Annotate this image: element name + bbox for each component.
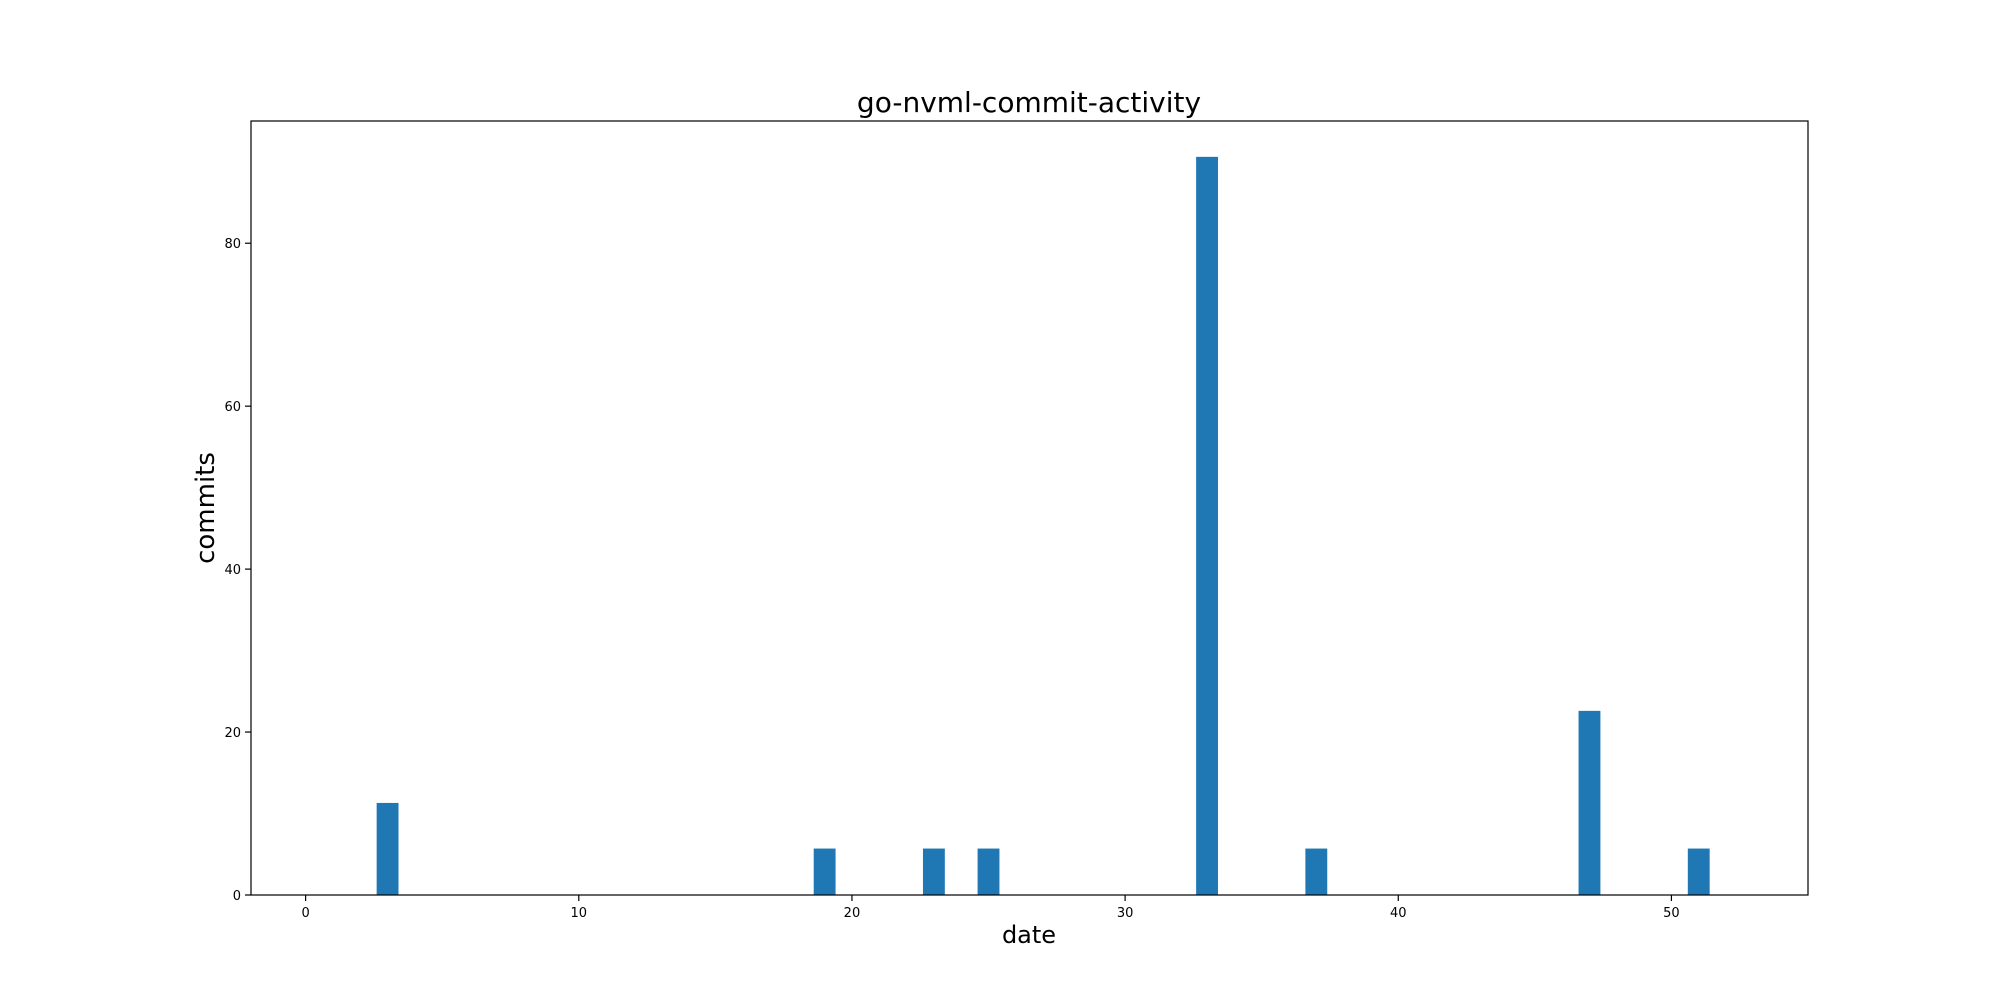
chart-title: go-nvml-commit-activity xyxy=(857,86,1201,119)
x-tick-label-40: 40 xyxy=(1390,906,1407,921)
bar-23 xyxy=(922,848,945,895)
y-tick-label-80: 80 xyxy=(224,237,241,252)
bar-33 xyxy=(1196,156,1218,896)
bar-51 xyxy=(1687,848,1710,895)
x-axis-label: date xyxy=(1002,921,1056,949)
bar-25 xyxy=(977,848,1000,895)
bar-3 xyxy=(376,802,399,895)
x-tick-label-10: 10 xyxy=(571,906,588,921)
y-tick-label-0: 0 xyxy=(233,889,241,904)
y-tick-label-60: 60 xyxy=(224,400,241,415)
x-tick-label-20: 20 xyxy=(844,906,861,921)
bar-37 xyxy=(1305,848,1328,895)
bars-layer xyxy=(376,156,1710,896)
y-tick-label-40: 40 xyxy=(224,563,241,578)
y-axis-label: commits xyxy=(191,452,221,564)
bar-19 xyxy=(813,848,836,895)
x-tick-label-30: 30 xyxy=(1117,906,1134,921)
ticks-layer: 0 10 20 30 40 50 0 20 40 60 80 xyxy=(224,237,1679,921)
x-tick-label-0: 0 xyxy=(301,906,309,921)
x-tick-label-50: 50 xyxy=(1663,906,1680,921)
plot-frame xyxy=(250,120,1809,896)
y-tick-label-20: 20 xyxy=(224,726,241,741)
bar-47 xyxy=(1578,710,1601,895)
